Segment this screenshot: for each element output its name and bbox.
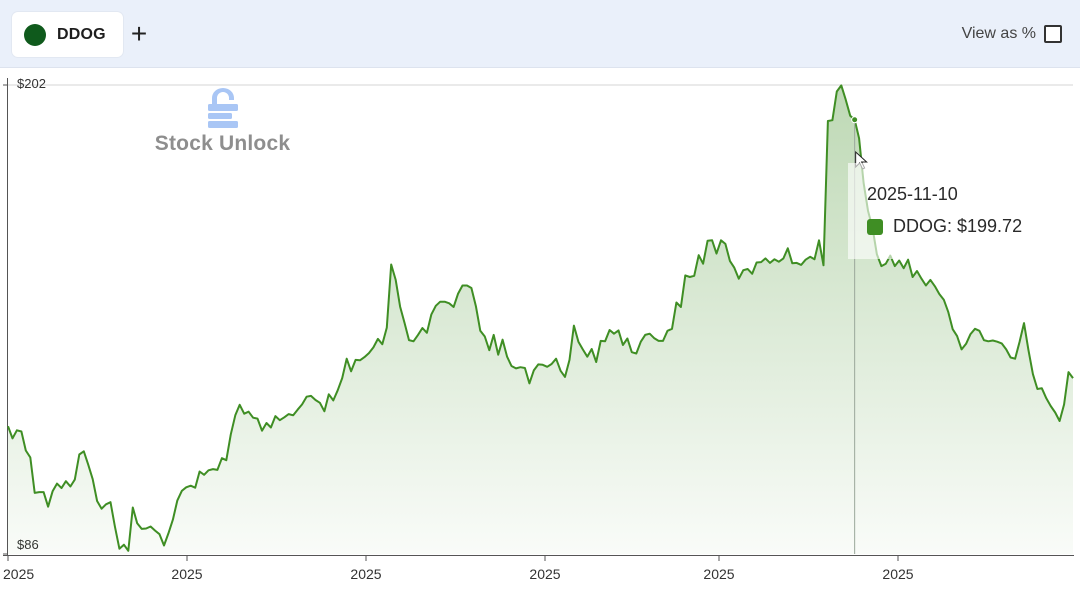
toolbar: DDOG + View as %: [0, 0, 1080, 68]
x-tick-label: 2025: [350, 566, 381, 582]
price-line: [7, 84, 1074, 552]
tooltip-date: 2025-11-10: [867, 184, 958, 204]
x-tick-label: 2025: [171, 566, 202, 582]
ticker-label: DDOG: [57, 25, 106, 43]
x-tick-label: 2025: [529, 566, 560, 582]
x-tick-label: 2025: [882, 566, 913, 582]
tooltip-background: [848, 163, 900, 259]
stock-unlock-lock-icon: [207, 88, 238, 128]
x-tick-label: 2025: [703, 566, 734, 582]
stock-unlock-logo: Stock Unlock: [150, 88, 295, 156]
logo-text: Stock Unlock: [154, 132, 291, 155]
ticker-color-dot: [24, 23, 46, 46]
tooltip-separator: :: [947, 216, 953, 236]
tooltip-series-swatch: [867, 218, 883, 235]
y-tick-label-max: $202: [17, 76, 46, 91]
x-axis-ticks: [7, 555, 899, 561]
add-ticker-button[interactable]: +: [126, 20, 152, 48]
view-as-percent-label: View as %: [961, 25, 1036, 42]
tooltip-series-row: DDOG: $199.72: [867, 216, 1022, 237]
hover-point-marker: [851, 116, 859, 124]
price-area-fill: [8, 85, 1073, 555]
ticker-chip-ddog[interactable]: DDOG: [12, 12, 123, 57]
tooltip-value: $199.72: [957, 216, 1023, 236]
view-as-percent-checkbox[interactable]: [1044, 25, 1062, 43]
chart-tooltip: 2025-11-10 DDOG: $199.72: [848, 163, 1028, 259]
tooltip-series-name: DDOG: [893, 216, 947, 236]
x-axis-labels: 2025 2025 2025 2025 2025 2025: [3, 566, 914, 582]
x-tick-label: 2025: [3, 566, 34, 582]
view-as-percent-toggle[interactable]: View as %: [962, 22, 1062, 46]
plus-icon: +: [130, 18, 148, 49]
